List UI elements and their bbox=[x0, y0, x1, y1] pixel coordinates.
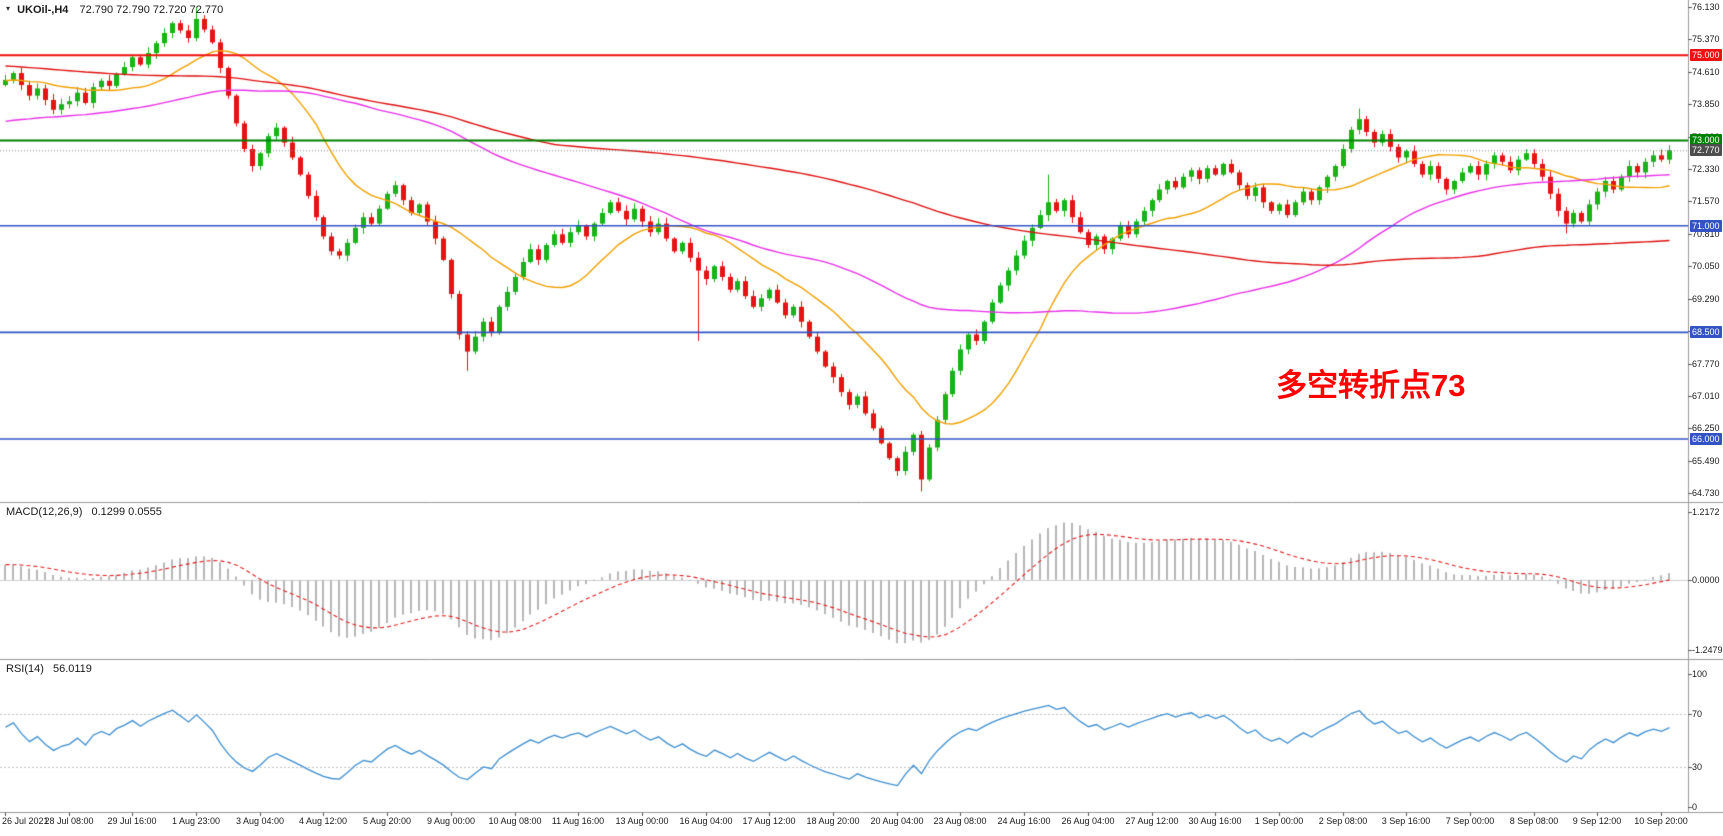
current-price-badge: 72.770 bbox=[1690, 144, 1722, 157]
time-axis-label: 3 Aug 04:00 bbox=[235, 816, 285, 826]
price-level-badge: 75.000 bbox=[1690, 49, 1722, 62]
time-axis-label: 10 Sep 20:00 bbox=[1634, 816, 1688, 826]
price-axis-label: 76.130 bbox=[1692, 1, 1720, 12]
rsi-axis-label: 0 bbox=[1692, 802, 1698, 812]
macd-current-values: 0.1299 0.0555 bbox=[91, 506, 162, 518]
time-axis-label: 13 Aug 00:00 bbox=[615, 816, 669, 826]
time-axis-label: 7 Sep 00:00 bbox=[1445, 816, 1495, 826]
rsi-axis-label: 70 bbox=[1692, 708, 1703, 719]
time-axis-label: 4 Aug 12:00 bbox=[298, 816, 348, 826]
ohlc-values: 72.790 72.790 72.720 72.770 bbox=[79, 4, 224, 16]
rsi-indicator-label: RSI(14) 56.0119 bbox=[6, 663, 92, 675]
price-axis-label: 71.570 bbox=[1692, 196, 1720, 207]
time-axis-label: 24 Aug 16:00 bbox=[997, 816, 1051, 826]
time-axis-label: 18 Aug 20:00 bbox=[806, 816, 860, 826]
macd-indicator-label: MACD(12,26,9) 0.1299 0.0555 bbox=[6, 506, 162, 518]
macd-axis-label: 0.0000 bbox=[1692, 574, 1720, 585]
price-axis-label: 70.810 bbox=[1692, 228, 1720, 239]
time-axis-label: 26 Jul 2021 bbox=[2, 816, 49, 826]
price-axis-label: 67.010 bbox=[1692, 390, 1720, 401]
price-axis-label: 73.850 bbox=[1692, 99, 1720, 110]
symbol-timeframe-label: UKOil-,H4 bbox=[17, 4, 69, 16]
price-level-badge: 71.000 bbox=[1690, 219, 1722, 232]
price-axis-label: 65.490 bbox=[1692, 455, 1720, 466]
rsi-axis-label: 100 bbox=[1692, 669, 1708, 679]
time-axis-label: 5 Aug 20:00 bbox=[362, 816, 412, 826]
time-axis-label: 11 Aug 16:00 bbox=[551, 816, 605, 826]
time-axis-label: 2 Sep 08:00 bbox=[1318, 816, 1368, 826]
price-axis-label: 72.330 bbox=[1692, 164, 1720, 175]
price-axis-label: 70.050 bbox=[1692, 261, 1720, 272]
time-axis-label: 29 Jul 16:00 bbox=[107, 816, 157, 826]
rsi-name: RSI(14) bbox=[6, 663, 44, 675]
rsi-axis-label: 30 bbox=[1692, 762, 1703, 773]
time-axis-label: 16 Aug 04:00 bbox=[679, 816, 733, 826]
price-axis-label: 74.610 bbox=[1692, 66, 1720, 77]
chart-title: ▾ UKOil-,H4 72.790 72.790 72.720 72.770 bbox=[6, 4, 223, 16]
time-axis-label: 20 Aug 04:00 bbox=[870, 816, 924, 826]
time-axis-label: 23 Aug 08:00 bbox=[933, 816, 987, 826]
time-axis-label: 3 Sep 16:00 bbox=[1381, 816, 1431, 826]
price-level-badge: 73.000 bbox=[1690, 134, 1722, 147]
time-axis-label: 1 Sep 00:00 bbox=[1254, 816, 1304, 826]
price-level-badge: 66.000 bbox=[1690, 433, 1722, 445]
macd-axis-label: 1.2172 bbox=[1692, 506, 1720, 517]
price-axis-label: 69.290 bbox=[1692, 293, 1720, 304]
time-axis-label: 26 Aug 04:00 bbox=[1061, 816, 1115, 826]
macd-name: MACD(12,26,9) bbox=[6, 506, 83, 518]
rsi-current-value: 56.0119 bbox=[52, 663, 92, 675]
annotation-text[interactable]: 多空转折点73 bbox=[1276, 368, 1466, 403]
price-axis-label: 64.730 bbox=[1692, 488, 1720, 499]
price-axis-label: 75.370 bbox=[1692, 34, 1720, 45]
time-axis-label: 27 Aug 12:00 bbox=[1125, 816, 1179, 826]
time-axis-label: 9 Sep 12:00 bbox=[1572, 816, 1622, 826]
price-axis-label: 66.250 bbox=[1692, 423, 1720, 434]
time-axis-label: 17 Aug 12:00 bbox=[742, 816, 796, 826]
time-axis-label: 30 Aug 16:00 bbox=[1188, 816, 1242, 826]
price-axis-label: 67.770 bbox=[1692, 358, 1720, 369]
time-axis-label: 10 Aug 08:00 bbox=[488, 816, 542, 826]
time-axis-label: 1 Aug 23:00 bbox=[171, 816, 221, 826]
macd-axis-label: -1.2479 bbox=[1692, 644, 1723, 655]
collapse-triangle-icon[interactable]: ▾ bbox=[6, 4, 11, 13]
price-level-badge: 68.500 bbox=[1690, 326, 1722, 339]
time-axis-label: 28 Jul 08:00 bbox=[44, 816, 94, 826]
time-axis-label: 8 Sep 08:00 bbox=[1509, 816, 1559, 826]
time-axis-label: 9 Aug 00:00 bbox=[426, 816, 476, 826]
